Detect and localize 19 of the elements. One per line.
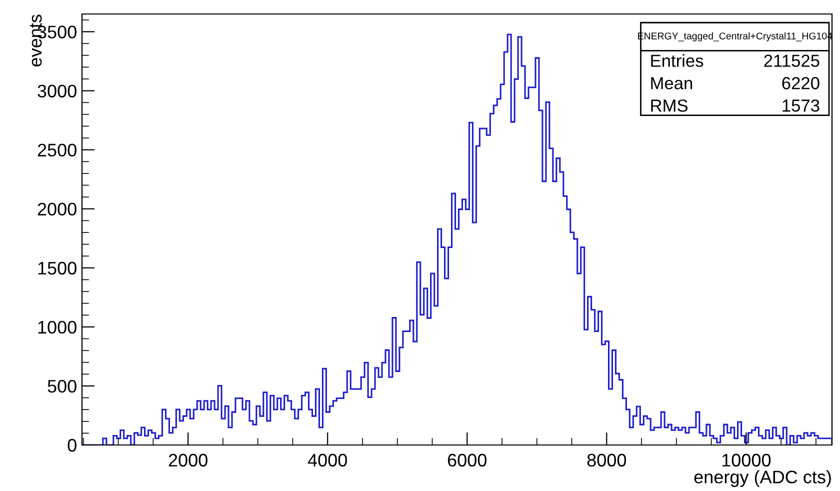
annotation: 211525 — [764, 54, 820, 67]
y-tick-label: 1500 — [38, 262, 76, 275]
y-tick-label: 3000 — [38, 84, 76, 98]
x-tick-label: 6000 — [448, 454, 486, 467]
x-tick-label: 4000 — [308, 454, 347, 467]
annotation: Mean — [651, 77, 692, 90]
annotation: 6220 — [782, 77, 820, 90]
y-tick-label: 500 — [48, 380, 76, 393]
annotation: Entries — [651, 54, 704, 67]
y-tick-label: 2000 — [38, 202, 76, 216]
y-tick-label: 0 — [68, 438, 76, 452]
x-axis-title: energy (ADC cts) — [694, 470, 831, 487]
x-tick-label: 8000 — [587, 454, 626, 467]
y-tick-label: 1000 — [38, 320, 76, 334]
annotation: 1573 — [782, 99, 820, 112]
y-tick-label: 2500 — [38, 144, 76, 157]
x-tick-label: 10000 — [722, 454, 771, 467]
annotation: RMS — [651, 99, 688, 112]
x-tick-label: 2000 — [168, 454, 208, 467]
